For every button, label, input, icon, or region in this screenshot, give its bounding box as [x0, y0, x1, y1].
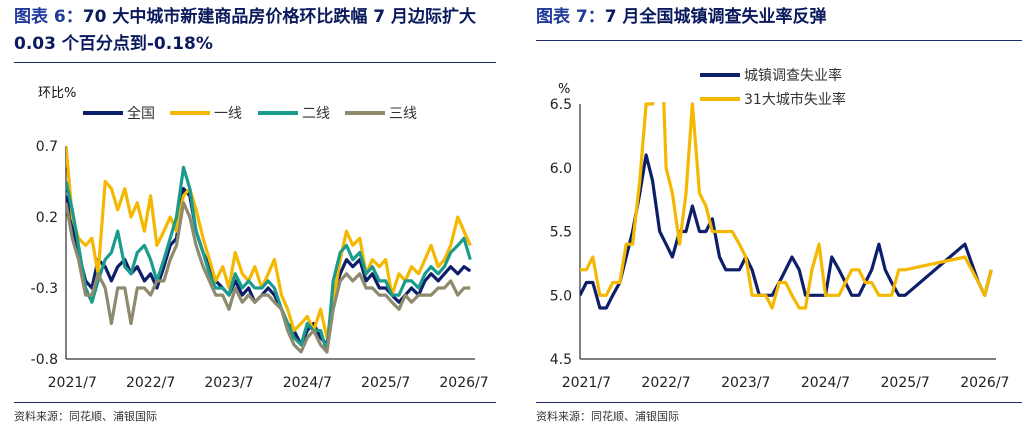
y-tick-label: -0.3 [31, 281, 58, 297]
series-line [580, 102, 993, 310]
figure-tag: 图表 6： [14, 7, 83, 27]
legend-label: 一线 [214, 106, 242, 122]
chart-title: 图表 7：7 月全国城镇调查失业率反弹 [536, 4, 1016, 31]
right-chart-svg: 6.5 6.0 5.5 5.0 4.5 2021/7 2022/7 2023/7 2024/7 2… [550, 67, 1010, 391]
x-tick-label: 2021/7 [562, 375, 611, 391]
legend-label: 城镇调查失业率 [744, 67, 842, 84]
title-divider [14, 62, 496, 63]
series-line [66, 165, 472, 354]
y-tick-label: 0.2 [36, 210, 58, 226]
series-line [66, 201, 471, 354]
x-tick-label: 2025/7 [361, 375, 410, 391]
y-axis-label: 环比% [38, 86, 76, 101]
x-tick-label: 2025/7 [881, 375, 930, 391]
x-tick-label: 2023/7 [721, 375, 770, 391]
legend-label: 31大城市失业率 [744, 91, 846, 108]
y-tick-label: 4.5 [550, 352, 572, 368]
left-chart-svg: 0.7 0.2 -0.3 -0.8 2021/7 2022/7 2023/7 2024/7 20… [31, 86, 489, 391]
title-text: 7 月全国城镇调查失业率反弹 [604, 7, 827, 27]
y-axis-label: % [558, 82, 570, 97]
x-tick-label: 2026/7 [439, 375, 488, 391]
legend-label: 全国 [127, 105, 155, 122]
x-tick-label: 2026/7 [960, 375, 1009, 391]
y-tick-label: 5.0 [550, 288, 572, 304]
left-chart-panel: 图表 6：70 大中城市新建商品房价格环比跌幅 7 月边际扩大 0.03 个百分… [0, 0, 506, 427]
figure-tag: 图表 7： [536, 7, 605, 27]
x-tick-label: 2023/7 [204, 375, 253, 391]
source-divider [536, 402, 1022, 403]
source-note: 资料来源：同花顺、浦银国际 [14, 410, 157, 423]
legend-label: 三线 [389, 106, 417, 122]
x-tick-label: 2024/7 [801, 375, 850, 391]
chart-title: 图表 6：70 大中城市新建商品房价格环比跌幅 7 月边际扩大 0.03 个百分… [14, 4, 494, 58]
series-line [66, 145, 472, 340]
right-chart-panel: 图表 7：7 月全国城镇调查失业率反弹 6.5 6.0 5.5 5.0 4.5 2021/… [522, 0, 1032, 427]
legend-label: 二线 [302, 106, 330, 122]
title-divider [536, 40, 1022, 41]
x-tick-label: 2021/7 [48, 375, 97, 391]
title-text: 70 大中城市新建商品房价格环比跌幅 7 月边际扩大 0.03 个百分点到-0.… [14, 7, 476, 54]
y-tick-label: 6.5 [550, 97, 572, 113]
y-tick-label: 0.7 [36, 139, 58, 155]
y-tick-label: 5.5 [550, 225, 572, 241]
y-tick-label: 6.0 [550, 161, 572, 177]
y-tick-label: -0.8 [31, 352, 58, 368]
source-divider [14, 402, 496, 403]
x-tick-label: 2022/7 [641, 375, 690, 391]
source-note: 资料来源：同花顺、浦银国际 [536, 410, 679, 423]
x-tick-label: 2024/7 [283, 375, 332, 391]
x-tick-label: 2022/7 [126, 375, 175, 391]
